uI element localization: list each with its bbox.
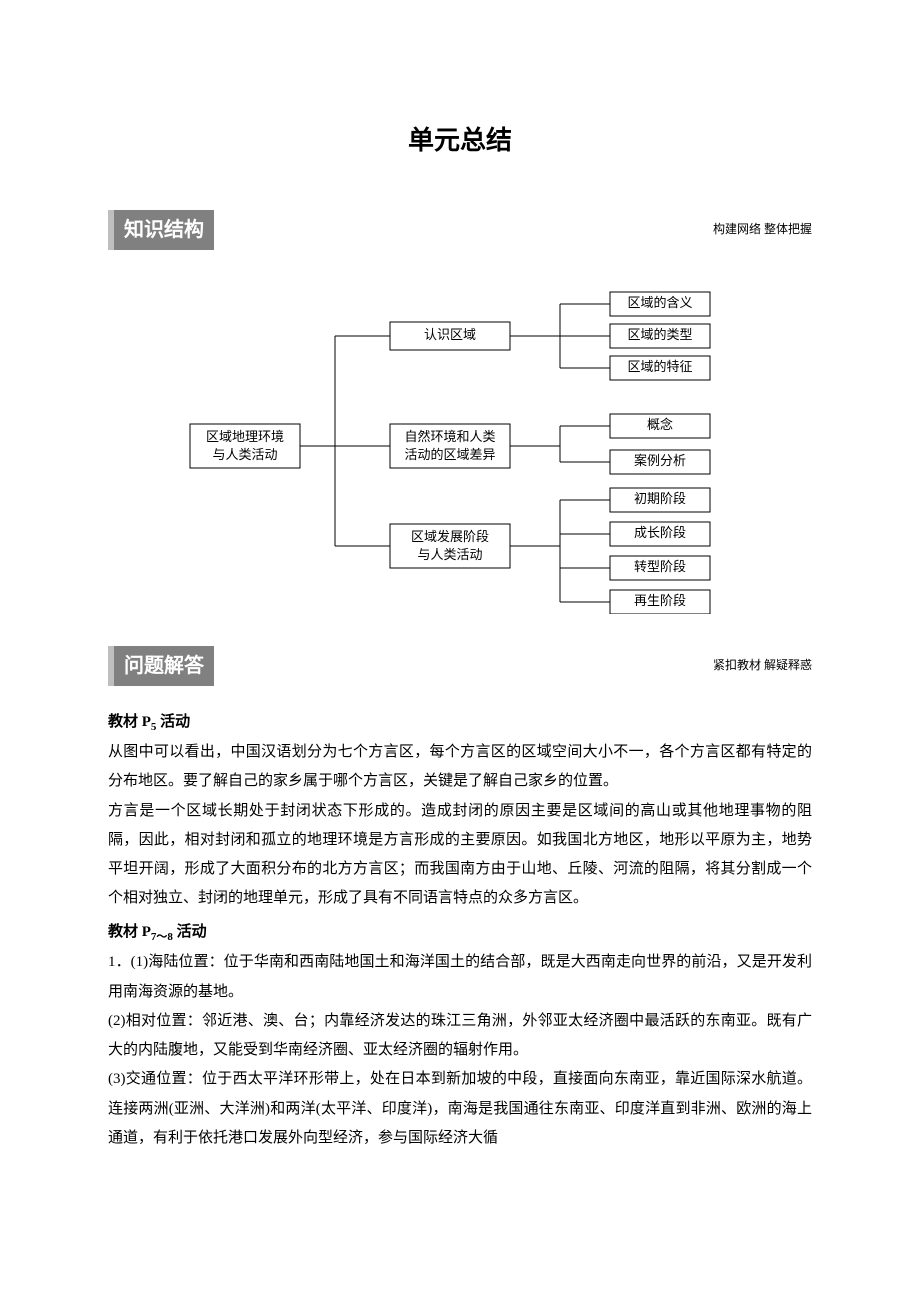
section-bar-qa: 问题解答 紧扣教材 解疑释惑 xyxy=(108,646,812,686)
diagram-b2: 案例分析 xyxy=(634,453,686,468)
h2-post: 活动 xyxy=(173,924,207,940)
h2-sub: 7～8 xyxy=(151,931,173,943)
para-1: 从图中可以看出，中国汉语划分为七个方言区，每个方言区的区域空间大小不一，各个方言… xyxy=(108,738,812,797)
section-sub-structure: 构建网络 整体把握 xyxy=(713,220,812,239)
activity-heading-p7-8: 教材 P7～8 活动 xyxy=(108,920,812,947)
diagram-c2: 成长阶段 xyxy=(634,525,686,540)
para-3: 1．(1)海陆位置：位于华南和西南陆地国土和海洋国土的结合部，既是大西南走向世界… xyxy=(108,948,812,1007)
diagram-c3: 转型阶段 xyxy=(634,559,686,574)
section-label-qa: 问题解答 xyxy=(108,646,214,686)
diagram-b-l1: 自然环境和人类 xyxy=(404,429,495,444)
activity-heading-p5: 教材 P5 活动 xyxy=(108,710,812,737)
h1-pre: 教材 P xyxy=(108,714,151,730)
diagram-root-l2: 与人类活动 xyxy=(212,447,277,462)
section-sub-qa: 紧扣教材 解疑释惑 xyxy=(713,656,812,675)
diagram-a: 认识区域 xyxy=(424,327,476,342)
h1-post: 活动 xyxy=(156,714,190,730)
diagram-c-l2: 与人类活动 xyxy=(417,547,482,562)
para-5: (3)交通位置：位于西太平洋环形带上，处在日本到新加坡的中段，直接面向东南亚，靠… xyxy=(108,1065,812,1153)
knowledge-diagram: 区域地理环境 与人类活动 认识区域 自然环境和人类 活动的区域差异 区域发展阶段… xyxy=(108,274,812,614)
para-2: 方言是一个区域长期处于封闭状态下形成的。造成封闭的原因主要是区域间的高山或其他地… xyxy=(108,797,812,914)
diagram-b-l2: 活动的区域差异 xyxy=(404,447,495,462)
diagram-c1: 初期阶段 xyxy=(634,491,686,506)
page-title: 单元总结 xyxy=(108,120,812,162)
h2-pre: 教材 P xyxy=(108,924,151,940)
para-4: (2)相对位置：邻近港、澳、台；内靠经济发达的珠江三角洲，外邻亚太经济圈中最活跃… xyxy=(108,1007,812,1066)
section-label-structure: 知识结构 xyxy=(108,210,214,250)
diagram-a3: 区域的特征 xyxy=(627,359,692,374)
diagram-c4: 再生阶段 xyxy=(634,593,686,608)
diagram-root-l1: 区域地理环境 xyxy=(206,429,284,444)
section-bar-structure: 知识结构 构建网络 整体把握 xyxy=(108,210,812,250)
diagram-a2: 区域的类型 xyxy=(627,327,692,342)
diagram-a1: 区域的含义 xyxy=(627,295,692,310)
diagram-c-l1: 区域发展阶段 xyxy=(411,529,489,544)
diagram-b1: 概念 xyxy=(647,417,673,432)
